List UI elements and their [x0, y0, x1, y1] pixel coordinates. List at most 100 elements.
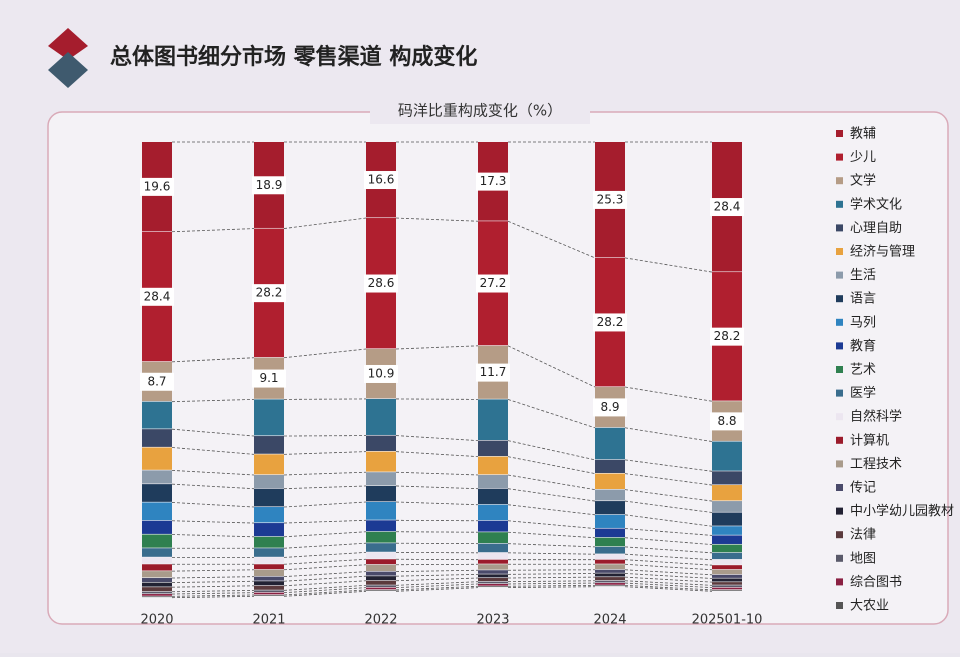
bar-segment — [366, 588, 396, 590]
legend-label: 计算机 — [850, 433, 889, 448]
bar-segment — [254, 593, 284, 595]
bar-segment — [478, 441, 508, 456]
legend-swatch — [836, 460, 843, 467]
data-label: 28.6 — [368, 276, 395, 290]
bar-segment — [366, 572, 396, 576]
bar-segment — [142, 447, 172, 469]
bar-segment — [478, 578, 508, 581]
data-label: 28.4 — [714, 200, 741, 214]
legend-label: 地图 — [850, 551, 876, 566]
bar-segment — [712, 513, 742, 526]
bar-segment — [478, 521, 508, 532]
data-label: 18.9 — [256, 178, 283, 192]
bar-segment — [595, 501, 625, 514]
bar-segment — [712, 485, 742, 500]
bar-segment — [478, 532, 508, 543]
bar-segment — [712, 588, 742, 590]
legend-swatch — [836, 531, 843, 538]
data-label: 8.7 — [147, 374, 166, 388]
legend-swatch — [836, 154, 843, 161]
legend-swatch — [836, 484, 843, 491]
data-label: 8.8 — [717, 414, 736, 428]
legend-label: 医学 — [850, 385, 876, 401]
bar-segment — [142, 592, 172, 594]
legend-label: 工程技术 — [850, 457, 902, 472]
legend-swatch — [836, 295, 843, 302]
bar-segment — [595, 570, 625, 573]
bar-segment — [254, 548, 284, 557]
bar-segment — [366, 543, 396, 552]
bar-segment — [142, 557, 172, 563]
bar-segment — [478, 399, 508, 440]
bar-segment — [712, 442, 742, 471]
bar-segment — [478, 582, 508, 584]
bar-segment — [712, 471, 742, 484]
bar-segment — [142, 583, 172, 587]
data-label: 10.9 — [368, 366, 395, 380]
legend-label: 中小学幼儿园教材 — [850, 503, 954, 519]
bar-segment — [478, 544, 508, 553]
bar-segment — [595, 538, 625, 547]
bar-segment — [595, 585, 625, 586]
legend-label: 少儿 — [850, 150, 876, 165]
bar-segment — [595, 490, 625, 501]
bar-segment — [478, 574, 508, 577]
bar-segment — [712, 565, 742, 569]
bar-segment — [254, 564, 284, 569]
bar-segment — [478, 570, 508, 574]
bar-segment — [254, 489, 284, 507]
bar-segment — [254, 475, 284, 488]
legend-label: 艺术 — [850, 363, 876, 378]
legend-swatch — [836, 248, 843, 255]
legend-swatch — [836, 130, 843, 137]
bar-segment — [366, 585, 396, 587]
bar-segment — [142, 594, 172, 596]
bar-segment — [254, 577, 284, 581]
bar-segment — [595, 560, 625, 564]
bar-segment — [595, 515, 625, 528]
bar-segment — [478, 489, 508, 504]
bar-segment — [595, 577, 625, 580]
bar-segment — [366, 559, 396, 564]
bar-segment — [254, 507, 284, 522]
bar-segment — [712, 570, 742, 574]
bar-segment — [142, 578, 172, 582]
data-label: 28.2 — [597, 315, 624, 329]
bar-segment — [254, 581, 284, 585]
bar-segment — [595, 529, 625, 538]
bar-segment — [366, 452, 396, 472]
bar-segment — [366, 581, 396, 585]
bar-segment — [366, 590, 396, 591]
bar-segment — [254, 557, 284, 563]
bar-segment — [142, 470, 172, 483]
legend-swatch — [836, 177, 843, 184]
bar-segment — [366, 565, 396, 571]
bar-segment — [595, 474, 625, 489]
legend-swatch — [836, 508, 843, 515]
bar-segment — [142, 571, 172, 577]
legend-swatch — [836, 342, 843, 349]
bar-segment — [712, 578, 742, 581]
bar-segment — [142, 587, 172, 591]
legend-label: 综合图书 — [850, 575, 902, 590]
bar-segment — [142, 535, 172, 548]
legend-label: 学术文化 — [850, 196, 902, 212]
bar-segment — [142, 402, 172, 429]
legend-label: 自然科学 — [850, 409, 902, 425]
bar-segment — [142, 429, 172, 447]
legend-label: 传记 — [850, 481, 876, 496]
bar-segment — [478, 475, 508, 488]
legend-swatch — [836, 319, 843, 326]
bar-segment — [712, 560, 742, 565]
bar-segment — [712, 585, 742, 587]
bar-segment — [366, 502, 396, 520]
data-label: 9.1 — [259, 371, 278, 385]
legend-swatch — [836, 201, 843, 208]
bar-segment — [254, 399, 284, 435]
bar-segment — [595, 583, 625, 585]
bar-segment — [478, 553, 508, 559]
legend-label: 教育 — [850, 338, 876, 354]
bar-segment — [595, 581, 625, 583]
bar-segment — [712, 553, 742, 559]
